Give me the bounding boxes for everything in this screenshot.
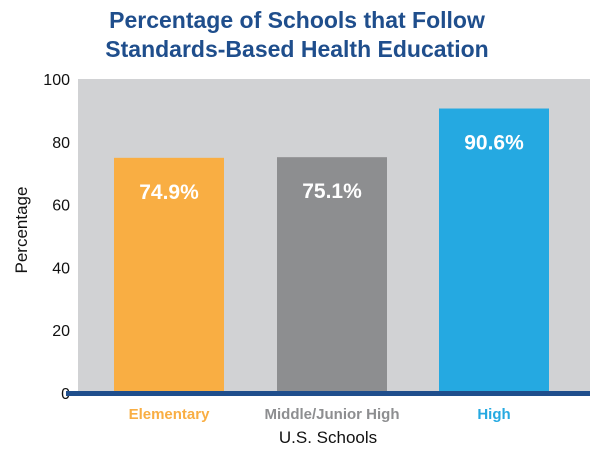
y-axis-ticks: 0 20 40 60 80 100	[43, 72, 70, 403]
bar	[114, 157, 224, 393]
category-labels: Elementary Middle/Junior High High	[129, 406, 511, 423]
y-tick-label: 0	[61, 386, 70, 403]
bars	[114, 108, 549, 394]
y-tick-label: 60	[52, 198, 70, 215]
category-label: Elementary	[129, 406, 211, 423]
y-tick-label: 100	[43, 72, 70, 89]
chart-title-line-2: Standards-Based Health Education	[105, 36, 489, 62]
chart-title-line-1: Percentage of Schools that Follow	[109, 7, 485, 33]
data-label: 74.9%	[139, 181, 199, 204]
data-label: 90.6%	[464, 132, 524, 155]
chart-title: Percentage of Schools that Follow Standa…	[0, 6, 594, 64]
data-label: 75.1%	[302, 180, 362, 203]
y-tick-label: 40	[52, 260, 70, 277]
y-tick-label: 20	[52, 323, 70, 340]
baseline	[66, 391, 590, 396]
x-axis-label: U.S. Schools	[278, 428, 378, 447]
bar	[277, 157, 387, 393]
category-label: Middle/Junior High	[265, 406, 400, 423]
y-tick-label: 80	[52, 135, 70, 152]
category-label: High	[477, 406, 510, 423]
data-labels: 74.9% 75.1% 90.6%	[139, 132, 524, 204]
bar	[439, 108, 549, 394]
